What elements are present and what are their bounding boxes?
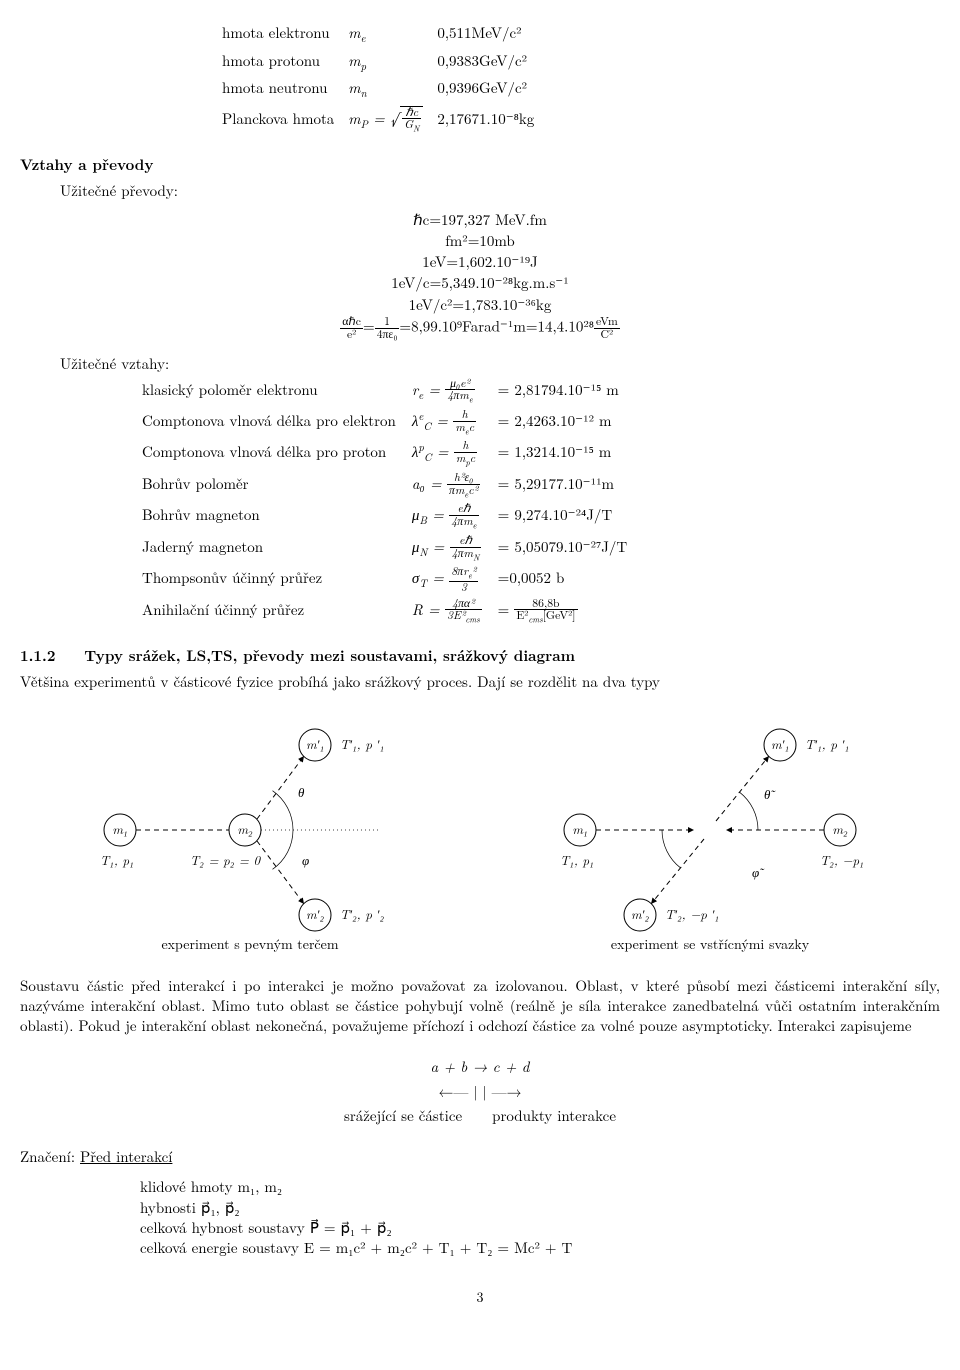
relation-value: = 9,274.10⁻²⁴J/T xyxy=(498,502,642,531)
relation-symbol: λeC = hmec xyxy=(412,408,496,437)
svg-text:m₂: m₂ xyxy=(832,819,848,838)
relation-name: Jaderný magneton xyxy=(142,534,410,563)
conversion-line: fm²=10mb xyxy=(20,231,940,251)
before-interaction-heading: Značení: Před interakcí xyxy=(20,1147,940,1167)
svg-text:m′₂: m′₂ xyxy=(631,904,649,923)
relation-value: = 1,3214.10⁻¹⁵ m xyxy=(498,439,642,468)
relation-value: =0,0052 b xyxy=(498,565,642,594)
conversion-line: 1eV/c=5,349.10⁻²⁸kg.m.s⁻¹ xyxy=(20,273,940,293)
diagram-right-col: θ̃ φ̃ m₁ m₂ m′₁ m′₂ T₁, p⃗₁ T₂, −p⃗₁ T′₁, p⃗ ′₁ T… xyxy=(540,715,880,954)
conversion-line: ℏc=197,327 MeV.fm xyxy=(20,210,940,230)
relation-value: = 2,4263.10⁻¹² m xyxy=(498,408,642,437)
reaction-block: a + b → c + d ←— | | —→ srážející se čás… xyxy=(20,1054,940,1129)
svg-text:T′₁, p⃗ ′₁: T′₁, p⃗ ′₁ xyxy=(340,734,384,753)
svg-text:m′₁: m′₁ xyxy=(771,734,789,753)
subsection-number: 1.1.2 xyxy=(20,645,55,666)
reaction-right-label: produkty interakce xyxy=(478,1105,630,1127)
before-line: celková hybnost soustavy P⃗ = p⃗₁ + p⃗₂ xyxy=(140,1218,940,1238)
conversions-block: ℏc=197,327 MeV.fmfm²=10mb1eV=1,602.10⁻¹⁹… xyxy=(20,210,940,341)
svg-text:m′₁: m′₁ xyxy=(306,734,324,753)
svg-text:m′₂: m′₂ xyxy=(306,904,324,923)
const-label: hmota neutronu xyxy=(222,77,346,103)
const-symbol: mn xyxy=(348,77,435,103)
const-label: hmota elektronu xyxy=(222,22,346,48)
reaction-equation: a + b → c + d xyxy=(330,1056,630,1078)
subsection-heading: 1.1.2 Typy srážek, LS,TS, převody mezi s… xyxy=(20,646,940,666)
const-value: 0,9383GeV/c² xyxy=(437,50,546,76)
diagram-colliding-beams: θ̃ φ̃ m₁ m₂ m′₁ m′₂ T₁, p⃗₁ T₂, −p⃗₁ T′₁, p⃗ ′₁ T… xyxy=(540,715,880,925)
svg-text:φ̃: φ̃ xyxy=(752,862,765,881)
caption-colliding-beams: experiment se vstřícnými svazky xyxy=(611,935,809,954)
relation-symbol: R = 4πα²3E²cms xyxy=(412,597,496,626)
svg-text:T₂ = p₂ = 0: T₂ = p₂ = 0 xyxy=(190,850,262,869)
diagrams-row: θ φ m₁ m₂ m′₁ m′₂ T₁, p⃗₁ T₂ = p₂ = 0 T′₁, p⃗ ′₁… xyxy=(20,715,940,954)
diagram-fixed-target: θ φ m₁ m₂ m′₁ m′₂ T₁, p⃗₁ T₂ = p₂ = 0 T′₁, p⃗ ′₁… xyxy=(80,715,420,925)
svg-text:T₁, p⃗₁: T₁, p⃗₁ xyxy=(100,850,134,869)
svg-text:φ: φ xyxy=(302,850,309,869)
relation-name: klasický poloměr elektronu xyxy=(142,377,410,406)
const-label: hmota protonu xyxy=(222,50,346,76)
relation-symbol: a₀ = h²ε₀πmec² xyxy=(412,471,496,500)
svg-text:T′₂, −p⃗ ′₁: T′₂, −p⃗ ′₁ xyxy=(665,904,719,923)
svg-text:T′₁, p⃗ ′₁: T′₁, p⃗ ′₁ xyxy=(805,734,849,753)
reaction-arrows: ←— | | —→ xyxy=(330,1081,630,1103)
svg-text:T₂, −p⃗₁: T₂, −p⃗₁ xyxy=(820,850,864,869)
const-label: Planckova hmota xyxy=(222,105,346,135)
relation-symbol: σT = 8πre²3 xyxy=(412,565,496,594)
svg-text:θ: θ xyxy=(298,782,305,801)
const-symbol: me xyxy=(348,22,435,48)
diagram-left-col: θ φ m₁ m₂ m′₁ m′₂ T₁, p⃗₁ T₂ = p₂ = 0 T′₁, p⃗ ′₁… xyxy=(80,715,420,954)
subsection-intro: Většina experimentů v částicové fyzice p… xyxy=(20,672,940,692)
svg-text:m₂: m₂ xyxy=(237,819,253,838)
before-underlined: Před interakcí xyxy=(80,1146,172,1167)
relation-value: = 5,29177.10⁻¹¹m xyxy=(498,471,642,500)
before-line: celková energie soustavy E = m₁c² + m₂c²… xyxy=(140,1238,940,1258)
relation-name: Thompsonův účinný průřez xyxy=(142,565,410,594)
conversion-line: αℏce²=14πε₀=8,99.10⁹Farad⁻¹m=14,4.10²⁸eV… xyxy=(20,316,940,340)
section-relations-title: Vztahy a převody xyxy=(20,155,940,175)
relation-name: Bohrův magneton xyxy=(142,502,410,531)
relation-symbol: re = μ₀e²4πme xyxy=(412,377,496,406)
relation-symbol: μN = eℏ4πmN xyxy=(412,534,496,563)
const-value: 0,9396GeV/c² xyxy=(437,77,546,103)
relation-value: = 2,81794.10⁻¹⁵ m xyxy=(498,377,642,406)
relation-value: = 5,05079.10⁻²⁷J/T xyxy=(498,534,642,563)
relation-value: = 86,8bE²cms[GeV²] xyxy=(498,597,642,626)
svg-text:m₁: m₁ xyxy=(572,819,587,838)
subsection-title: Typy srážek, LS,TS, převody mezi soustav… xyxy=(84,645,575,666)
relation-name: Bohrův poloměr xyxy=(142,471,410,500)
before-interaction-list: klidové hmoty m₁, m₂hybnosti p⃗₁, p⃗₂cel… xyxy=(140,1177,940,1258)
before-label: Značení: xyxy=(20,1146,75,1167)
relation-name: Anihilační účinný průřez xyxy=(142,597,410,626)
svg-text:T′₂, p⃗ ′₂: T′₂, p⃗ ′₂ xyxy=(340,904,384,923)
before-line: klidové hmoty m₁, m₂ xyxy=(140,1177,940,1197)
relations-table: klasický poloměr elektronu re = μ₀e²4πme… xyxy=(140,375,643,629)
before-line: hybnosti p⃗₁, p⃗₂ xyxy=(140,1198,940,1218)
relation-symbol: λpC = hmpc xyxy=(412,439,496,468)
constants-tbody: hmota elektronu me 0,511MeV/c² hmota prot… xyxy=(222,22,546,135)
relations-tbody: klasický poloměr elektronu re = μ₀e²4πme… xyxy=(142,377,641,627)
relation-name: Comptonova vlnová délka pro elektron xyxy=(142,408,410,437)
reaction-left-label: srážející se částice xyxy=(330,1105,476,1127)
paragraph-after-diagram: Soustavu částic před interakcí i po inte… xyxy=(20,976,940,1037)
svg-text:T₁, p⃗₁: T₁, p⃗₁ xyxy=(560,850,594,869)
conversion-line: 1eV=1,602.10⁻¹⁹J xyxy=(20,252,940,272)
useful-conversions-label: Užitečné převody: xyxy=(60,181,940,201)
conversion-line: 1eV/c²=1,783.10⁻³⁶kg xyxy=(20,295,940,315)
svg-text:θ̃: θ̃ xyxy=(764,784,776,803)
caption-fixed-target: experiment s pevným terčem xyxy=(161,935,338,954)
const-symbol: mp xyxy=(348,50,435,76)
svg-text:m₁: m₁ xyxy=(112,819,127,838)
relation-symbol: μB = eℏ4πme xyxy=(412,502,496,531)
page-number: 3 xyxy=(20,1288,940,1307)
const-symbol: mP = √ℏcGN xyxy=(348,105,435,135)
relation-name: Comptonova vlnová délka pro proton xyxy=(142,439,410,468)
useful-relations-label: Užitečné vztahy: xyxy=(60,354,940,374)
constants-table: hmota elektronu me 0,511MeV/c² hmota prot… xyxy=(220,20,548,137)
const-value: 2,17671.10⁻⁸kg xyxy=(437,105,546,135)
const-value: 0,511MeV/c² xyxy=(437,22,546,48)
